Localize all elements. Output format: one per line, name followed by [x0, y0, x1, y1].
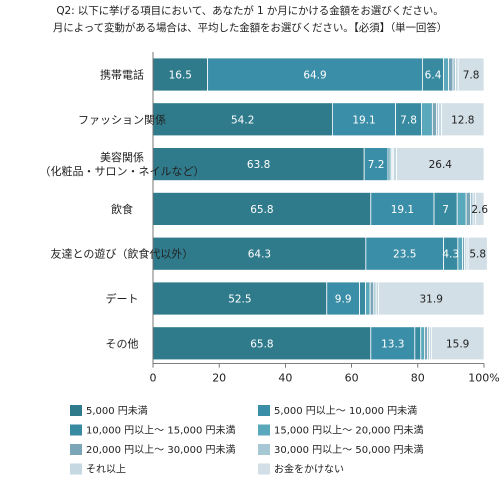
bar-segment — [396, 147, 485, 182]
bar-segment — [152, 236, 367, 271]
bar-value-label: 63.8 — [247, 159, 270, 171]
bar-value-label: 54.2 — [231, 114, 254, 126]
bar-value-label: 65.8 — [250, 204, 273, 216]
bar-segment — [152, 326, 372, 361]
bar-segment — [421, 102, 433, 137]
category-label: 美容関係 — [100, 150, 144, 164]
bar-segment — [365, 236, 445, 271]
bar-value-label: 19.1 — [352, 114, 375, 126]
bar-value-label: 26.4 — [429, 159, 453, 171]
bar-segment — [152, 281, 328, 316]
bar-value-label: 12.8 — [451, 114, 474, 126]
bar-segment — [378, 281, 485, 316]
legend-label: それ以上 — [86, 464, 126, 476]
bar-segment — [424, 326, 428, 361]
bar-value-label: 7.8 — [400, 114, 417, 126]
legend-swatch — [70, 444, 82, 455]
bars-group: 16.5 64.9 6.4 7.8 54.2 19.1 7.8 12.8 63.8 7.2 26.4… — [152, 57, 488, 361]
bar-segment — [420, 326, 425, 361]
category-label: その他 — [106, 337, 139, 350]
chart-title-line-2: 月によって変動がある場合は、平均した金額をお選びください。【必須】（単一回答） — [52, 22, 448, 34]
bar-value-label: 6.4 — [425, 70, 442, 82]
bar-segment — [457, 236, 463, 271]
bar-value-label: 15.9 — [446, 338, 469, 350]
category-label: 携帯電話 — [100, 68, 144, 82]
bar-value-label: 9.9 — [335, 294, 352, 306]
bar-segment — [414, 326, 422, 361]
legend-swatch — [70, 424, 82, 436]
category-label: ファッション関係 — [78, 113, 166, 126]
x-tick-label: 100% — [468, 372, 499, 385]
bar-segment — [438, 102, 443, 137]
bar-segment — [369, 281, 375, 316]
bar-segment — [365, 281, 371, 316]
bar-segment — [465, 191, 471, 226]
bar-segment — [431, 102, 438, 137]
bar-segment — [456, 191, 467, 226]
bar-value-label: 31.9 — [420, 294, 443, 306]
category-label: デート — [106, 292, 139, 306]
x-axis: 0 20 40 60 80 100% — [150, 52, 500, 385]
bar-value-label: 13.3 — [381, 338, 404, 350]
x-tick-label: 60 — [345, 372, 359, 385]
bar-value-label: 5.8 — [469, 249, 486, 261]
bar-value-label: 64.3 — [248, 249, 271, 261]
category-label: （化粧品・サロン・ネイルなど） — [40, 164, 205, 178]
bar-segment — [448, 57, 454, 92]
legend-swatch — [70, 463, 82, 475]
category-label: 友達との遊び（飲食代以外） — [51, 247, 194, 261]
bar-value-label: 64.9 — [303, 70, 326, 82]
bar-segment — [326, 281, 360, 316]
bar-segment — [443, 57, 449, 92]
bar-value-label: 2.6 — [471, 204, 488, 216]
bar-value-label: 7 — [442, 204, 449, 216]
legend-swatch — [70, 405, 82, 416]
bar-segment — [152, 102, 333, 137]
legend-swatch — [258, 463, 270, 475]
legend-swatch — [258, 405, 270, 416]
legend-label: 15,000 円以上～ 20,000 円未満 — [274, 425, 424, 437]
chart-title-line-1: Q2: 以下に挙げる項目において、あなたが 1 か月にかける金額をお選びください… — [56, 5, 444, 17]
bar-value-label: 23.5 — [393, 249, 416, 261]
legend-swatch — [258, 444, 270, 455]
x-tick-label: 20 — [212, 372, 226, 385]
bar-segment — [370, 326, 416, 361]
legend-swatch — [258, 424, 270, 436]
legend-label: 20,000 円以上～ 30,000 円未満 — [86, 444, 236, 456]
bar-value-label: 4.3 — [442, 249, 459, 261]
bar-value-label: 65.8 — [250, 338, 273, 350]
bar-segment — [441, 102, 485, 137]
bar-segment — [457, 57, 485, 92]
bar-segment — [474, 191, 485, 226]
legend: 5,000 円未満 5,000 円以上～ 10,000 円未満 10,000 円以上… — [70, 405, 424, 476]
bar-value-label: 7.2 — [368, 159, 385, 171]
bar-segment — [392, 147, 398, 182]
bar-segment — [430, 326, 485, 361]
legend-label: 10,000 円以上～ 15,000 円未満 — [86, 425, 236, 437]
category-label: 飲食 — [111, 202, 133, 216]
chart-title: Q2: 以下に挙げる項目において、あなたが 1 か月にかける金額をお選びください… — [0, 3, 500, 37]
legend-label: 5,000 円未満 — [86, 405, 148, 417]
legend-label: お金をかけない — [274, 463, 344, 476]
legend-label: 30,000 円以上～ 50,000 円未満 — [274, 444, 424, 456]
x-tick-label: 0 — [150, 372, 157, 385]
x-tick-label: 80 — [411, 372, 425, 385]
legend-label: 5,000 円以上～ 10,000 円未満 — [274, 405, 417, 417]
x-tick-label: 40 — [278, 372, 292, 385]
bar-segment — [359, 281, 366, 316]
bar-value-label: 16.5 — [169, 70, 192, 82]
bar-value-label: 19.1 — [391, 204, 414, 216]
bar-segment — [152, 57, 209, 92]
bar-segment — [467, 236, 488, 271]
bar-value-label: 7.8 — [463, 70, 480, 82]
bar-value-label: 52.5 — [228, 294, 251, 306]
bar-segment — [370, 191, 435, 226]
bar-segment — [152, 191, 372, 226]
